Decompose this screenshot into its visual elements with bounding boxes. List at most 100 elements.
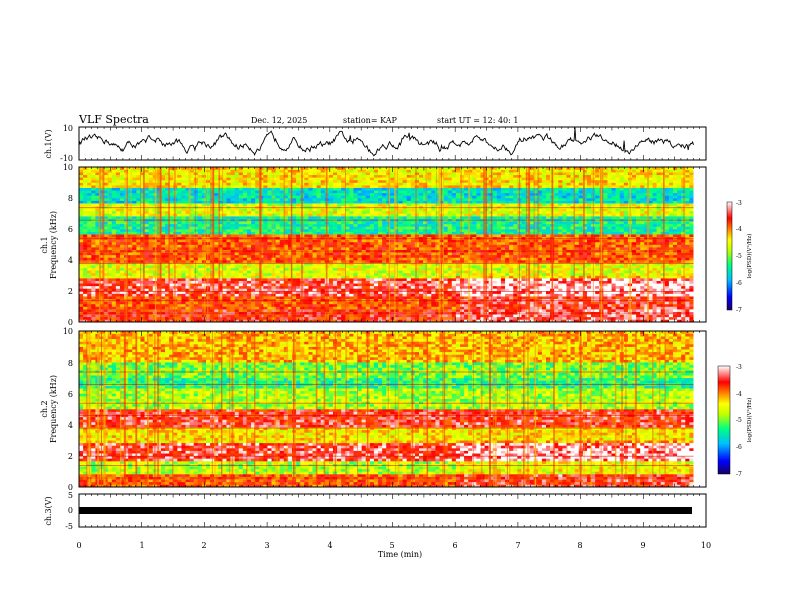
- spectrogram-cell: [451, 288, 457, 292]
- spectrogram-cell: [181, 247, 186, 250]
- spectrogram-cell: [623, 247, 629, 250]
- spectrogram-cell: [316, 275, 321, 279]
- spectrogram-cell: [128, 278, 133, 281]
- spectrogram-cell: [447, 285, 453, 289]
- spectrogram-cell: [357, 267, 362, 271]
- spectrogram-cell: [607, 296, 612, 300]
- spectrogram-cell: [566, 306, 571, 310]
- spectrogram-cell: [410, 267, 416, 271]
- spectrogram-cell: [677, 267, 682, 271]
- spectrogram-cell: [652, 303, 657, 307]
- spectrogram-cell: [197, 260, 203, 263]
- spectrogram-cell: [308, 278, 313, 281]
- spectrogram-cell: [369, 265, 375, 269]
- spectrogram-cell: [419, 280, 424, 284]
- spectrogram-cell: [214, 280, 219, 284]
- spectrogram-cell: [99, 316, 104, 320]
- spectrogram-cell: [578, 303, 584, 307]
- spectrogram-cell: [382, 301, 387, 305]
- spectrogram-cell: [685, 280, 690, 284]
- spectrogram-cell: [279, 309, 285, 312]
- spectrogram-cell: [427, 257, 432, 261]
- spectrogram-cell: [373, 267, 379, 271]
- spectrogram-cell: [304, 244, 309, 248]
- spectrogram-cell: [492, 314, 498, 318]
- spectrogram-cell: [562, 316, 567, 320]
- spectrogram-cell: [533, 306, 539, 310]
- spectrogram-cell: [87, 301, 92, 305]
- spectrogram-cell: [545, 257, 551, 261]
- spectrogram-cell: [500, 257, 506, 261]
- spectrogram-cell: [205, 280, 211, 284]
- spectrogram-cell: [251, 239, 256, 243]
- spectrogram-cell: [488, 306, 494, 310]
- spectrogram-cell: [677, 244, 682, 248]
- spectrogram-cell: [554, 270, 559, 274]
- spectrogram-cell: [361, 275, 367, 279]
- spectrogram-cell: [447, 316, 453, 320]
- spectrogram-cell: [623, 298, 629, 302]
- spectrogram-cell: [677, 309, 682, 312]
- spectrogram-cell: [210, 275, 215, 279]
- spectrogram-cell: [353, 278, 358, 281]
- spectrogram-cell: [681, 288, 686, 292]
- spectrogram-cell: [181, 319, 186, 323]
- spectrogram-cell: [537, 303, 543, 307]
- spectrogram-cell: [230, 298, 235, 302]
- spectrogram-cell: [160, 260, 166, 263]
- spectrogram-cell: [255, 267, 260, 271]
- spectrogram-cell: [292, 241, 297, 245]
- spectrogram-cell: [320, 270, 326, 274]
- spectrogram-cell: [423, 275, 428, 279]
- spectrogram-cell: [619, 298, 625, 302]
- spectrogram-cell: [369, 272, 375, 276]
- spectrogram-cell: [521, 262, 526, 266]
- spectrogram-cell: [464, 239, 469, 243]
- spectrogram-cell: [603, 244, 608, 248]
- spectrogram-cell: [644, 288, 649, 292]
- spectrogram-cell: [603, 252, 608, 256]
- spectrogram-cell: [382, 293, 387, 297]
- spectrogram-cell: [312, 278, 317, 281]
- spectrogram-cell: [292, 280, 297, 284]
- spectrogram-cell: [222, 303, 227, 307]
- spectrogram-cell: [238, 270, 244, 274]
- spectrogram-cell: [459, 314, 465, 318]
- spectrogram-cell: [271, 254, 276, 258]
- spectrogram-cell: [529, 247, 534, 250]
- spectrogram-cell: [353, 275, 358, 279]
- spectrogram-cell: [242, 244, 248, 248]
- spectrogram-cell: [656, 309, 661, 312]
- spectrogram-cell: [603, 316, 608, 320]
- spectrogram-cell: [402, 267, 408, 271]
- spectrogram-cell: [529, 241, 534, 245]
- spectrogram-cell: [451, 252, 457, 256]
- spectrogram-cell: [312, 272, 317, 276]
- spectrogram-cell: [378, 241, 383, 245]
- spectrogram-cell: [279, 314, 285, 318]
- spectrogram-cell: [345, 314, 350, 318]
- spectrogram-cell: [537, 275, 543, 279]
- spectrogram-cell: [488, 265, 494, 269]
- spectrogram-cell: [230, 303, 235, 307]
- spectrogram-cell: [230, 314, 235, 318]
- spectrogram-cell: [165, 296, 170, 300]
- spectrogram-cell: [304, 296, 309, 300]
- spectrogram-cell: [496, 265, 502, 269]
- spectrogram-cell: [341, 239, 346, 243]
- spectrogram-cell: [505, 247, 510, 250]
- spectrogram-cell: [644, 319, 649, 323]
- spectrogram-cell: [513, 303, 518, 307]
- spectrogram-cell: [99, 288, 104, 292]
- spectrogram-cell: [287, 319, 293, 323]
- spectrogram-cell: [341, 257, 346, 261]
- spectrogram-cell: [521, 291, 526, 294]
- spectrogram-cell: [246, 298, 252, 302]
- spectrogram-cell: [636, 280, 641, 284]
- spectrogram-cell: [128, 303, 133, 307]
- spectrogram-cell: [582, 316, 588, 320]
- spectrogram-cell: [320, 314, 326, 318]
- spectrogram-cell: [648, 306, 653, 310]
- spectrogram-cell: [263, 288, 268, 292]
- spectrogram-cell: [230, 265, 235, 269]
